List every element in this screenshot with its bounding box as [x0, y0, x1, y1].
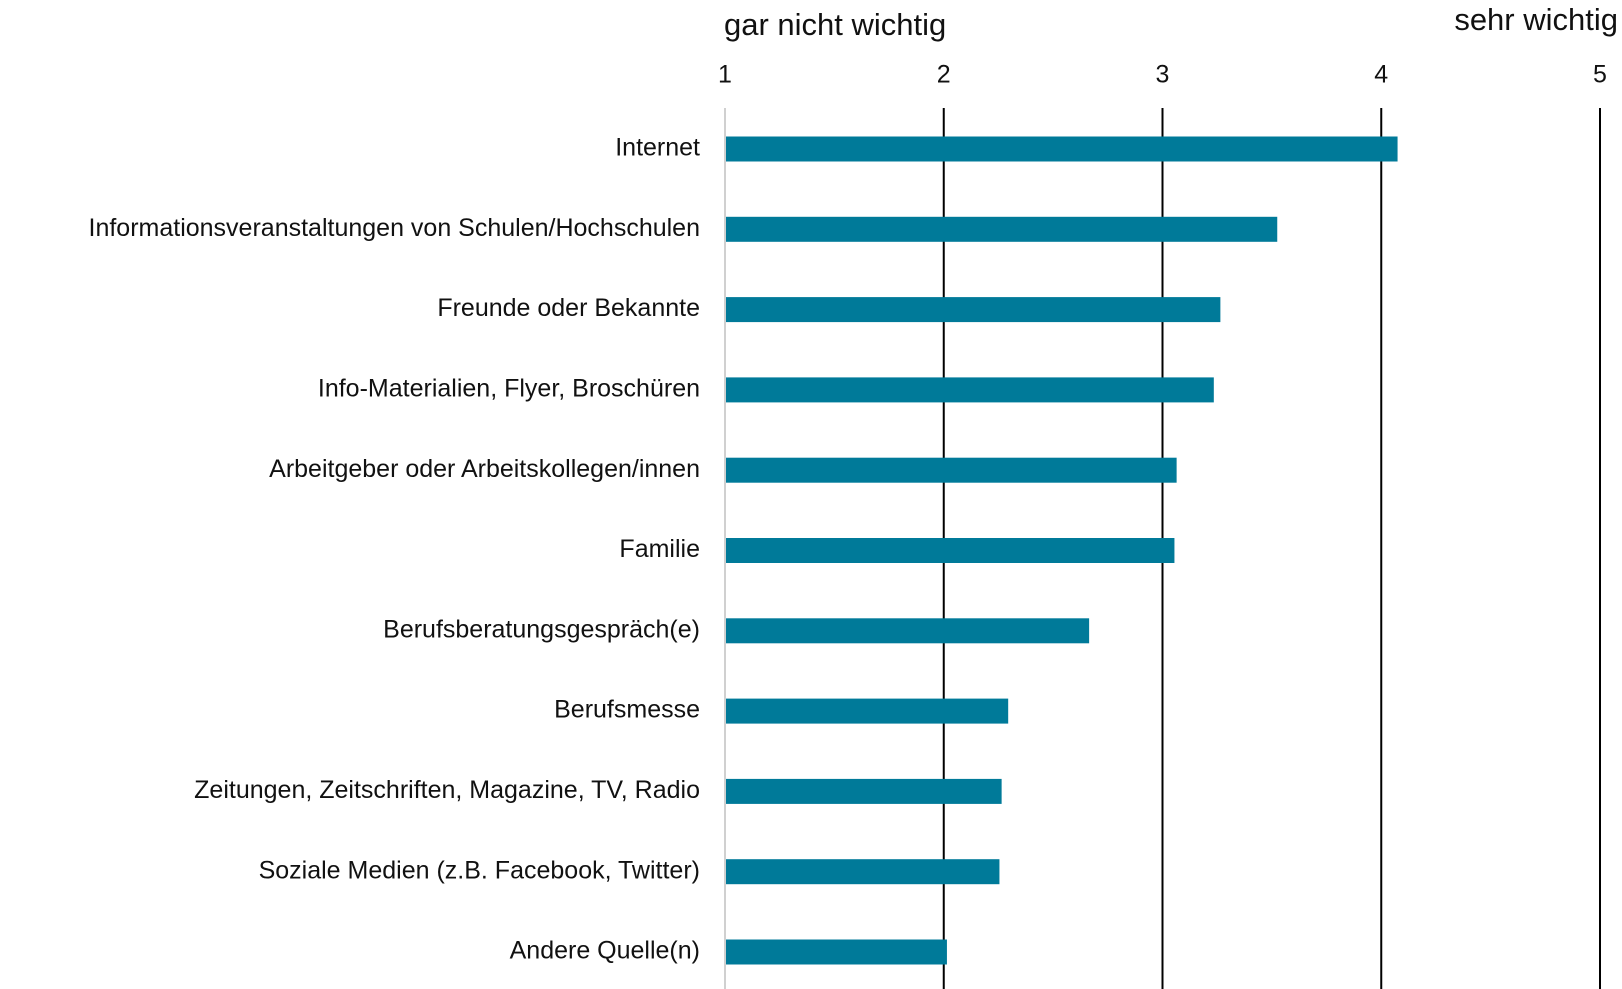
- x-tick-label: 4: [1374, 61, 1388, 89]
- y-tick-label: Arbeitgeber oder Arbeitskollegen/innen: [269, 455, 700, 483]
- x-tick-label: 1: [718, 61, 732, 89]
- x-tick-label: 3: [1156, 61, 1170, 89]
- bar: [726, 297, 1221, 323]
- bar: [726, 457, 1177, 483]
- axis-min-label: gar nicht wichtig: [724, 7, 946, 42]
- y-tick-label: Berufsmesse: [554, 696, 700, 724]
- axis-max-label: sehr wichtig: [1454, 2, 1618, 37]
- y-tick-label: Freunde oder Bekannte: [437, 294, 700, 322]
- bar: [726, 618, 1090, 644]
- bar: [726, 698, 1009, 724]
- bar: [726, 377, 1214, 403]
- y-tick-label: Berufsberatungsgespräch(e): [383, 615, 700, 643]
- y-tick-label: Informationsveranstaltungen von Schulen/…: [89, 214, 701, 242]
- x-tick-label: 2: [937, 61, 951, 89]
- bar: [726, 538, 1175, 563]
- y-tick-label: Internet: [615, 134, 700, 162]
- bar: [726, 216, 1278, 242]
- y-tick-label: Info-Materialien, Flyer, Broschüren: [318, 375, 700, 403]
- y-tick-label: Zeitungen, Zeitschriften, Magazine, TV, …: [194, 776, 700, 804]
- bar: [726, 939, 947, 965]
- y-tick-label: Soziale Medien (z.B. Facebook, Twitter): [259, 856, 700, 884]
- y-tick-label: Andere Quelle(n): [510, 937, 700, 965]
- y-tick-label: Familie: [619, 535, 700, 563]
- bar: [726, 778, 1002, 804]
- x-tick-label: 5: [1593, 61, 1607, 89]
- bar: [726, 136, 1398, 162]
- bar: [726, 859, 1000, 885]
